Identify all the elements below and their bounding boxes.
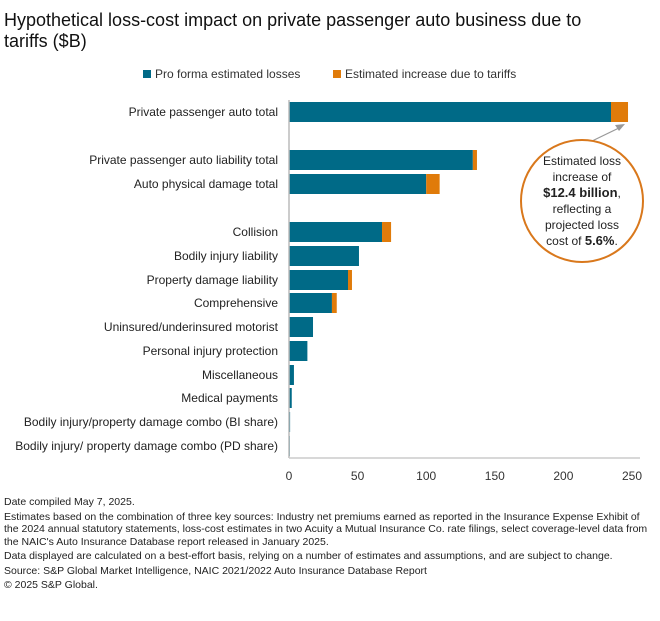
bar-pro-forma xyxy=(289,341,308,361)
x-tick-label: 100 xyxy=(416,469,436,483)
note-date: Date compiled May 7, 2025. xyxy=(4,496,135,508)
callout-text-4: reflecting a xyxy=(552,202,612,216)
callout-text-6: cost of xyxy=(546,234,585,248)
x-tick-label: 200 xyxy=(553,469,573,483)
note-methodology: Estimates based on the combination of th… xyxy=(4,510,648,548)
category-label: Private passenger auto total xyxy=(129,105,278,119)
callout-amount: $12.4 billion xyxy=(543,185,618,200)
bar-pro-forma xyxy=(289,150,473,170)
bar-tariff-increase xyxy=(347,270,352,290)
bar-pro-forma xyxy=(289,365,294,385)
bar-tariff-increase xyxy=(472,150,477,170)
category-label: Medical payments xyxy=(181,391,278,405)
bar-pro-forma xyxy=(289,174,427,194)
note-source: Source: S&P Global Market Intelligence, … xyxy=(4,564,427,577)
x-tick-label: 50 xyxy=(351,469,365,483)
callout-percent: 5.6% xyxy=(584,233,615,248)
bar-tariff-increase xyxy=(426,174,440,194)
note-copyright: © 2025 S&P Global. xyxy=(4,579,98,591)
footnotes: Date compiled May 7, 2025. Estimates bas… xyxy=(4,496,656,594)
bar-pro-forma xyxy=(289,388,292,408)
legend-item-tariff-increase: Estimated increase due to tariffs xyxy=(333,67,516,81)
callout-text-1: Estimated loss xyxy=(542,154,622,168)
bar-pro-forma xyxy=(289,102,612,122)
x-tick-label: 250 xyxy=(622,469,642,483)
callout-text-2: increase of xyxy=(552,170,612,184)
category-label: Personal injury protection xyxy=(143,344,278,358)
callout-annotation: Estimated loss increase of $12.4 billion… xyxy=(520,139,644,263)
category-label: Property damage liability xyxy=(147,273,278,287)
bar-chart: Private passenger auto total Private pass… xyxy=(15,100,642,483)
category-label: Uninsured/underinsured motorist xyxy=(104,320,279,334)
bar-pro-forma xyxy=(289,317,314,337)
category-label: Auto physical damage total xyxy=(134,177,278,191)
legend-swatch-tariff-increase xyxy=(333,70,341,78)
bar-pro-forma xyxy=(289,222,383,242)
legend-label-tariff-increase: Estimated increase due to tariffs xyxy=(345,67,517,81)
bar-tariff-increase xyxy=(382,222,392,242)
chart-title: Hypothetical loss-cost impact on private… xyxy=(4,10,582,51)
callout-text-5: projected loss xyxy=(544,218,620,232)
category-label: Collision xyxy=(233,225,278,239)
category-label: Miscellaneous xyxy=(202,368,278,382)
legend-label-pro-forma: Pro forma estimated losses xyxy=(155,67,301,81)
x-tick-label: 150 xyxy=(485,469,505,483)
bar-tariff-increase xyxy=(611,102,629,122)
callout-arrow-head xyxy=(615,124,625,131)
legend-item-pro-forma: Pro forma estimated losses xyxy=(143,67,300,81)
callout-comma: , xyxy=(617,186,621,200)
callout-period: . xyxy=(614,234,618,248)
bar-pro-forma xyxy=(289,270,348,290)
category-label: Private passenger auto liability total xyxy=(89,153,278,167)
x-tick-label: 0 xyxy=(286,469,293,483)
bar-pro-forma xyxy=(289,293,332,313)
category-label: Bodily injury/property damage combo (BI … xyxy=(24,415,278,429)
legend-swatch-pro-forma xyxy=(143,70,151,78)
bar-tariff-increase xyxy=(331,293,337,313)
category-label: Bodily injury liability xyxy=(174,249,278,263)
category-label: Bodily injury/ property damage combo (PD… xyxy=(15,439,278,453)
category-label: Comprehensive xyxy=(194,296,278,310)
note-disclaimer: Data displayed are calculated on a best-… xyxy=(4,550,613,562)
bar-pro-forma xyxy=(289,246,359,266)
